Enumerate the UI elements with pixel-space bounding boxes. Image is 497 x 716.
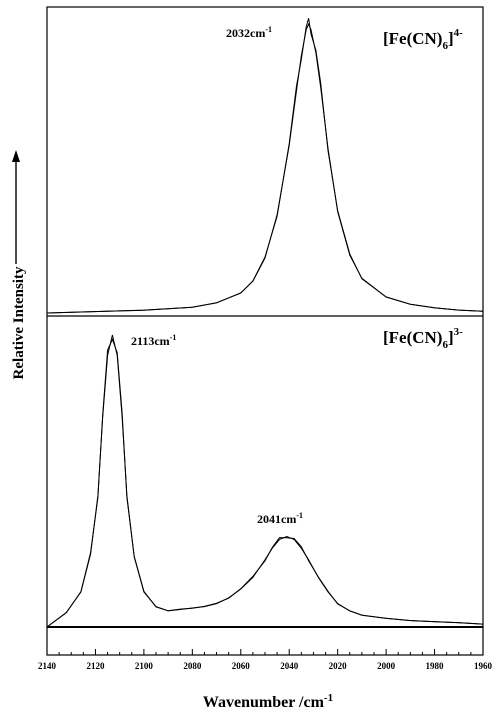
x-axis-label: Wavenumber /cm-1 — [203, 692, 333, 711]
x-tick-label: 2120 — [86, 661, 105, 671]
x-tick-label: 1960 — [474, 661, 493, 671]
bottom-peak-label-2: 2041cm-1 — [257, 511, 303, 526]
x-tick-label: 2040 — [280, 661, 299, 671]
x-tick-label: 2100 — [135, 661, 154, 671]
x-tick-label: 1980 — [426, 661, 445, 671]
y-axis-label: Relative Intensity — [11, 266, 27, 379]
axes-frame: 2140 2120 2100 2080 2060 2040 2020 2000 1980 1960 — [38, 6, 493, 671]
x-tick-label: 2020 — [329, 661, 348, 671]
bottom-spectrum-fit — [46, 338, 484, 628]
x-tick-label: 2060 — [232, 661, 251, 671]
x-tick-label: 2000 — [377, 661, 396, 671]
y-axis-arrow — [12, 150, 20, 264]
top-spectrum-fit — [46, 18, 484, 314]
bottom-spectrum-experimental — [46, 334, 484, 628]
top-spectrum-experimental — [46, 22, 484, 314]
bottom-compound-label: [Fe(CN)6]3- — [383, 326, 463, 351]
x-tick-label: 2080 — [183, 661, 202, 671]
bottom-peak-label-1: 2113cm-1 — [131, 333, 176, 348]
x-tick-label: 2140 — [38, 661, 57, 671]
top-compound-label: [Fe(CN)6]4- — [383, 27, 463, 52]
top-peak-label: 2032cm-1 — [226, 25, 272, 40]
spectra-curves — [46, 18, 484, 628]
